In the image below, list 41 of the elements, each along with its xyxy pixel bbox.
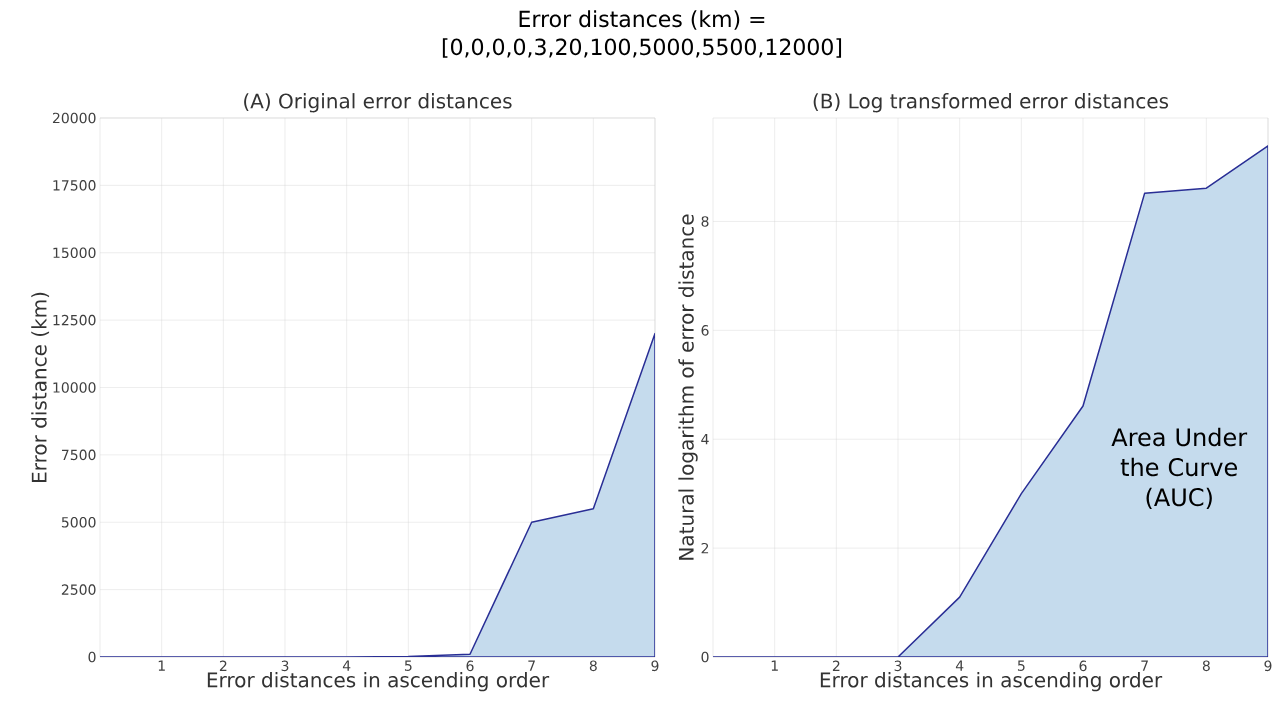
chart-title: (B) Log transformed error distances	[813, 93, 1169, 113]
y-tick-label: 4	[701, 434, 709, 445]
x-tick-label: 9	[1264, 660, 1272, 672]
y-tick-label: 12500	[53, 314, 96, 326]
text: [0,0,0,0,3,20,100,5000,5500,12000]	[442, 38, 842, 58]
y-tick-label: 17500	[53, 180, 96, 191]
y-tick-label: 2	[701, 542, 709, 554]
y-tick-label: 10000	[53, 382, 96, 393]
y-tick-label: 15000	[53, 247, 96, 259]
y-tick-label: 20000	[52, 112, 96, 124]
x-tick-label: 3	[894, 660, 902, 672]
x-tick-label: 9	[651, 660, 659, 672]
x-tick-label: 6	[466, 660, 474, 672]
annotation: Area Under the Curve (AUC)	[1111, 427, 1248, 510]
y-tick-label: 0	[88, 651, 96, 663]
x-axis-title: Error distances in ascending order	[207, 671, 550, 692]
x-tick-label: 5	[404, 660, 412, 671]
x-tick-label: 6	[1079, 660, 1087, 672]
x-tick-label: 1	[158, 660, 165, 671]
x-tick-label: 5	[1017, 660, 1025, 671]
x-tick-label: 3	[281, 660, 289, 672]
x-tick-label: 2	[832, 660, 840, 671]
text: Error distances (km) =	[519, 10, 765, 30]
y-axis-title: Error distance (km)	[31, 292, 50, 482]
y-tick-label: 0	[701, 651, 709, 663]
y-tick-label: 7500	[61, 449, 96, 461]
y-axis-title: Natural logarithm of error distance	[678, 214, 698, 560]
x-tick-label: 7	[528, 660, 535, 671]
chart-title: (A) Original error distances	[244, 93, 512, 113]
x-tick-label: 4	[955, 660, 964, 671]
x-tick-label: 1	[771, 660, 778, 671]
x-tick-label: 4	[342, 660, 351, 671]
y-tick-label: 5000	[61, 516, 96, 528]
x-tick-label: 2	[219, 660, 227, 671]
x-tick-label: 8	[1202, 660, 1210, 672]
x-tick-label: 8	[589, 660, 597, 672]
y-tick-label: 8	[701, 216, 709, 227]
y-tick-label: 2500	[61, 584, 96, 595]
x-tick-label: 7	[1141, 660, 1148, 671]
y-tick-label: 6	[701, 325, 709, 336]
x-axis-title: Error distances in ascending order	[820, 671, 1163, 692]
